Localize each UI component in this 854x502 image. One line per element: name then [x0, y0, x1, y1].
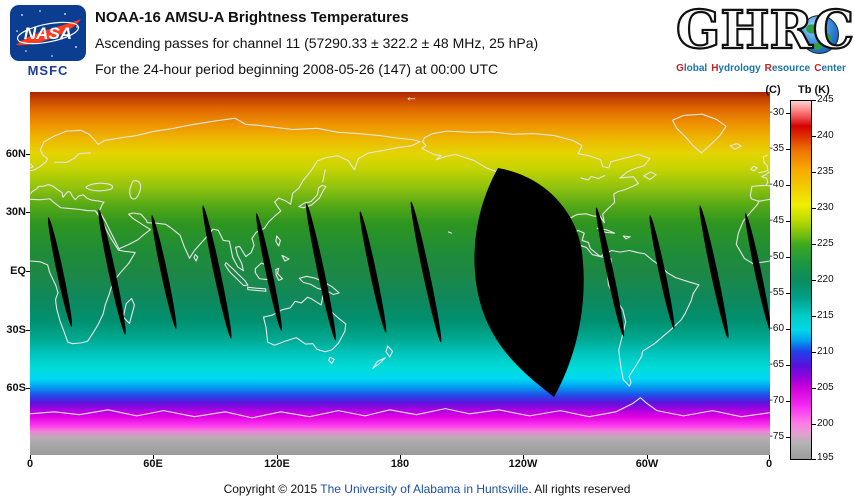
tick: [647, 455, 648, 459]
lat-label: 60S: [6, 382, 26, 394]
period-subtitle: For the 24-hour period beginning 2008-05…: [95, 61, 499, 77]
celsius-tick-label: -35: [769, 143, 784, 154]
page-title: NOAA-16 AMSU-A Brightness Temperatures: [95, 9, 409, 26]
tick: [30, 455, 31, 459]
tick: [26, 388, 30, 389]
globe-icon: [800, 15, 839, 54]
celsius-tick-label: -70: [769, 395, 784, 406]
kelvin-tick-label: 210: [817, 346, 834, 357]
kelvin-tick-label: 215: [817, 310, 834, 321]
kelvin-tick-label: 200: [817, 418, 834, 429]
tagline-word: Global: [676, 63, 708, 74]
celsius-tick-label: -50: [769, 251, 784, 262]
tick: [26, 154, 30, 155]
map-plot-area: [30, 92, 770, 455]
copyright-suffix: . All rights reserved: [528, 482, 631, 496]
lon-label: 120W: [508, 458, 538, 470]
temperature-field: [30, 92, 770, 455]
tick: [812, 316, 816, 317]
celsius-tick-label: -45: [769, 215, 784, 226]
kelvin-tick-label: 220: [817, 274, 834, 285]
lat-label: EQ: [10, 265, 26, 277]
tick: [812, 172, 816, 173]
tick: [812, 388, 816, 389]
tick: [786, 293, 790, 294]
copyright-line: Copyright © 2015 The University of Alaba…: [0, 482, 854, 496]
tick: [277, 455, 278, 459]
kelvin-tick-label: 205: [817, 382, 834, 393]
tick: [786, 113, 790, 114]
celsius-tick-label: -30: [769, 107, 784, 118]
lat-label: 60N: [5, 148, 26, 160]
tick: [786, 149, 790, 150]
tick: [26, 271, 30, 272]
tagline-word: Resource: [764, 63, 811, 74]
brightness-temperature-map: [30, 92, 770, 455]
tick: [812, 244, 816, 245]
tick: [400, 455, 401, 459]
pass-direction-arrow: ←: [405, 89, 418, 104]
ghrc-acronym: GHRC: [675, 0, 854, 61]
celsius-tick-label: -60: [769, 323, 784, 334]
tick: [812, 280, 816, 281]
coastlines: [30, 113, 770, 419]
celsius-tick-label: -75: [769, 431, 784, 442]
nasa-wordmark: NASA: [24, 24, 72, 43]
kelvin-tick-label: 195: [817, 452, 834, 463]
kelvin-tick-label: 245: [817, 94, 834, 105]
tick: [786, 185, 790, 186]
tick: [26, 212, 30, 213]
channel-subtitle: Ascending passes for channel 11 (57290.3…: [95, 35, 539, 51]
lon-label: 120E: [264, 458, 290, 470]
missing-data-region: [474, 168, 584, 397]
ghrc-logo[interactable]: GHRC Global Hydrology Resource Center: [675, 0, 854, 82]
msfc-label: MSFC: [27, 63, 69, 78]
lat-label: 30N: [5, 206, 26, 218]
tick: [523, 455, 524, 459]
copyright-prefix: Copyright © 2015: [223, 482, 321, 496]
kelvin-tick-label: 240: [817, 130, 834, 141]
nasa-insignia-icon: NASA: [16, 10, 81, 57]
tagline-word: Center: [814, 63, 846, 74]
tick: [812, 208, 816, 209]
tick: [786, 221, 790, 222]
tick: [153, 455, 154, 459]
kelvin-tick-label: 235: [817, 166, 834, 177]
nasa-logo[interactable]: NASA: [10, 5, 86, 61]
tick: [812, 352, 816, 353]
lon-label: 0: [765, 458, 773, 470]
tick: [769, 455, 770, 459]
tick: [812, 459, 816, 460]
celsius-tick-label: -65: [769, 359, 784, 370]
colorbar-celsius-unit: (C): [765, 84, 781, 96]
lat-label: 30S: [6, 324, 26, 336]
tick: [812, 136, 816, 137]
tick: [812, 424, 816, 425]
tick: [786, 329, 790, 330]
tick: [786, 257, 790, 258]
university-link[interactable]: The University of Alabama in Huntsville: [320, 482, 529, 496]
tick: [786, 437, 790, 438]
colorbar: [790, 100, 812, 460]
celsius-tick-label: -55: [769, 287, 784, 298]
kelvin-tick-label: 230: [817, 202, 834, 213]
lon-label: 60W: [635, 458, 659, 470]
ghrc-tagline: Global Hydrology Resource Center: [676, 63, 846, 74]
tagline-word: Hydrology: [711, 63, 761, 74]
lon-label: 180: [390, 458, 410, 470]
tick: [786, 401, 790, 402]
kelvin-tick-label: 225: [817, 238, 834, 249]
data-gap-streaks: [47, 168, 770, 397]
tick: [26, 330, 30, 331]
celsius-tick-label: -40: [769, 179, 784, 190]
lon-label: 60E: [143, 458, 163, 470]
tick: [786, 365, 790, 366]
tick: [812, 100, 816, 101]
lon-label: 0: [26, 458, 34, 470]
colorbar-kelvin-unit: Tb (K): [798, 84, 830, 96]
